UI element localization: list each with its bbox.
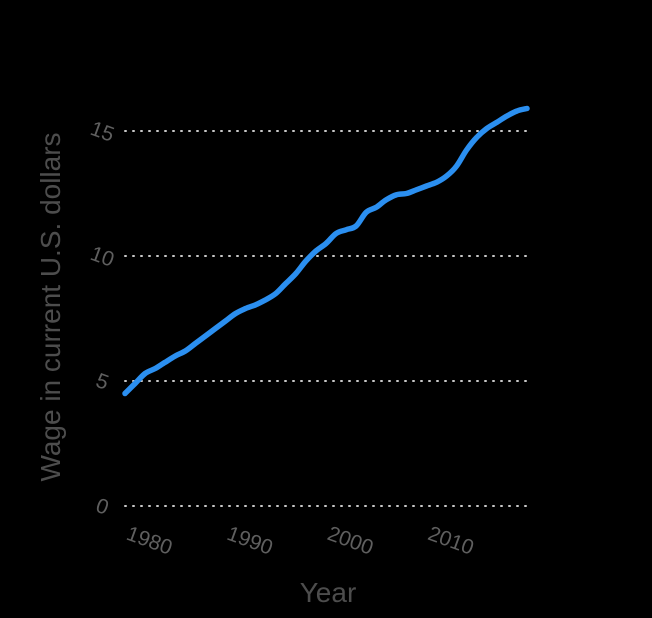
x-tick-labels: 1980 1990 2000 2010: [123, 522, 476, 560]
x-axis-title: Year: [300, 577, 357, 608]
y-tick-labels: 0 5 10 15: [87, 117, 117, 520]
x-tick-label: 1990: [224, 522, 276, 560]
x-tick-label: 2010: [425, 522, 477, 560]
x-tick-label: 1980: [123, 522, 175, 560]
y-tick-label: 0: [93, 494, 112, 520]
series-line-0: [122, 105, 530, 397]
gridlines: [124, 130, 528, 507]
y-tick-label: 15: [87, 117, 117, 147]
y-tick-label: 5: [93, 369, 112, 395]
x-tick-label: 2000: [324, 522, 376, 560]
y-axis-title: Wage in current U.S. dollars: [35, 132, 66, 481]
series-layer: [122, 105, 530, 397]
y-tick-label: 10: [87, 242, 117, 272]
